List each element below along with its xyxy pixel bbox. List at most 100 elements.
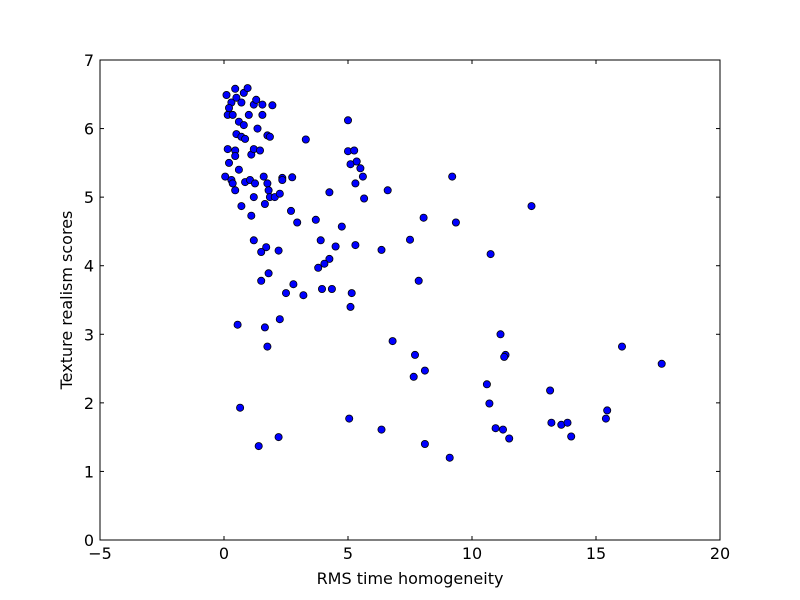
data-point-46 (249, 193, 258, 202)
data-point-85 (347, 289, 356, 298)
data-point-74 (274, 246, 283, 255)
data-point-59 (352, 157, 361, 166)
data-point-60 (356, 164, 365, 173)
data-point-103 (500, 352, 509, 361)
x-tick-label-5: 20 (710, 544, 730, 563)
y-tick-label-4: 4 (84, 257, 94, 276)
data-point-89 (260, 323, 269, 332)
plot-frame (99, 59, 721, 541)
data-point-11 (239, 121, 248, 130)
data-point-41 (263, 179, 272, 188)
data-point-63 (360, 194, 369, 203)
data-point-81 (317, 284, 326, 293)
data-point-52 (247, 211, 256, 220)
data-point-87 (275, 315, 284, 324)
data-point-61 (358, 172, 367, 181)
data-point-117 (498, 425, 507, 434)
data-point-111 (603, 406, 612, 415)
y-tick-label-5: 5 (84, 188, 94, 207)
data-point-47 (260, 199, 269, 208)
data-point-120 (236, 403, 245, 412)
data-point-91 (448, 172, 457, 181)
data-point-109 (546, 386, 555, 395)
data-point-12 (244, 110, 253, 119)
data-point-125 (420, 439, 429, 448)
data-point-119 (567, 432, 576, 441)
x-axis-label: RMS time homogeneity (317, 569, 504, 588)
data-point-45 (288, 173, 297, 182)
data-point-97 (486, 250, 495, 259)
data-point-84 (299, 291, 308, 300)
data-point-68 (316, 236, 325, 245)
data-point-65 (383, 186, 392, 195)
data-point-69 (331, 242, 340, 251)
data-point-2 (231, 84, 240, 93)
data-point-70 (351, 241, 360, 250)
data-point-101 (618, 342, 627, 351)
data-point-96 (377, 245, 386, 254)
data-point-106 (409, 372, 418, 381)
data-point-21 (258, 110, 267, 119)
data-point-75 (325, 254, 334, 263)
y-tick-label-3: 3 (84, 325, 94, 344)
data-point-93 (419, 213, 428, 222)
data-point-19 (241, 134, 250, 143)
data-point-50 (275, 189, 284, 198)
data-point-100 (496, 330, 505, 339)
data-point-82 (327, 284, 336, 293)
data-point-14 (252, 95, 261, 104)
x-tick-label-0: −5 (88, 544, 112, 563)
data-point-35 (228, 179, 237, 188)
data-point-7 (228, 110, 237, 119)
data-point-16 (268, 101, 277, 110)
y-tick-label-7: 7 (84, 51, 94, 70)
y-tick-label-2: 2 (84, 394, 94, 413)
data-point-86 (346, 302, 355, 311)
data-point-105 (420, 366, 429, 375)
data-point-8 (232, 93, 241, 102)
data-point-66 (311, 215, 320, 224)
data-point-92 (527, 202, 536, 211)
data-point-62 (351, 179, 360, 188)
data-point-94 (451, 218, 460, 227)
data-point-115 (601, 414, 610, 423)
data-point-32 (234, 165, 243, 174)
data-point-107 (657, 359, 666, 368)
y-axis-label: Texture realism scores (57, 211, 76, 391)
plot-area (100, 60, 720, 540)
data-point-118 (505, 434, 514, 443)
data-point-77 (314, 263, 323, 272)
data-point-40 (259, 172, 268, 181)
data-point-126 (445, 453, 454, 462)
data-point-95 (405, 235, 414, 244)
data-point-20 (253, 124, 262, 133)
data-point-79 (257, 276, 266, 285)
y-tick-label-0: 0 (84, 531, 94, 550)
y-tick-label-6: 6 (84, 120, 94, 139)
data-point-53 (286, 206, 295, 215)
data-point-76 (320, 259, 329, 268)
data-point-72 (262, 243, 271, 252)
data-point-121 (345, 414, 354, 423)
data-point-6 (224, 104, 233, 113)
plot-background (100, 60, 720, 540)
data-point-64 (325, 188, 334, 197)
data-point-31 (224, 158, 233, 167)
data-point-88 (233, 320, 242, 329)
data-point-90 (263, 342, 272, 351)
data-point-23 (265, 132, 274, 141)
data-point-39 (250, 179, 259, 188)
data-point-80 (289, 280, 298, 289)
data-point-112 (547, 418, 556, 427)
data-point-27 (231, 151, 240, 160)
x-tick-label-3: 10 (462, 544, 482, 563)
x-tick-label-2: 5 (343, 544, 353, 563)
data-point-44 (278, 175, 287, 184)
data-point-104 (410, 350, 419, 359)
data-point-110 (485, 399, 494, 408)
data-point-78 (264, 269, 273, 278)
data-point-71 (249, 236, 258, 245)
x-tick-label-1: 0 (219, 544, 229, 563)
data-point-99 (388, 337, 397, 346)
data-point-123 (274, 433, 283, 442)
